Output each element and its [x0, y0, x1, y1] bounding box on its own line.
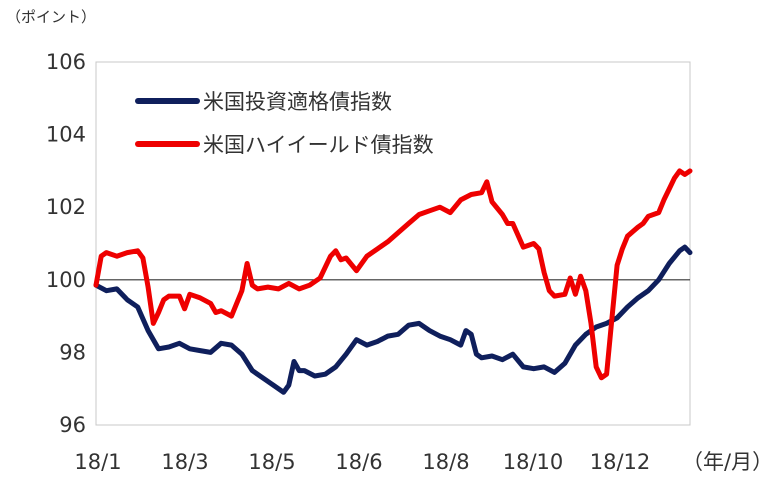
y-tick-label: 102 — [46, 195, 86, 219]
x-unit-label: （年/月） — [682, 450, 764, 474]
x-tick-label: 18/5 — [248, 450, 295, 474]
x-tick-label: 18/8 — [422, 450, 469, 474]
x-tick-label: 18/3 — [161, 450, 208, 474]
y-tick-label: 96 — [59, 413, 86, 437]
series-line-1 — [93, 168, 693, 381]
x-axis-ticks: 18/1 18/3 18/5 18/6 18/8 18/10 18/12 — [74, 450, 650, 474]
y-tick-label: 106 — [46, 50, 86, 74]
y-unit-label: （ポイント） — [6, 8, 96, 26]
y-tick-label: 98 — [59, 340, 86, 364]
y-tick-label: 104 — [46, 123, 86, 147]
y-axis-ticks: 96 98 100 102 104 106 — [46, 50, 86, 437]
series-layer — [93, 168, 693, 395]
x-tick-label: 18/10 — [503, 450, 564, 474]
x-tick-label: 18/6 — [335, 450, 382, 474]
y-tick-label: 100 — [46, 268, 86, 292]
x-tick-label: 18/12 — [590, 450, 651, 474]
x-tick-label: 18/1 — [74, 450, 121, 474]
legend-label: 米国投資適格債指数 — [203, 90, 392, 114]
legend-label: 米国ハイイールド債指数 — [203, 133, 434, 157]
plot-area — [95, 61, 691, 426]
series-line-0 — [93, 244, 693, 395]
